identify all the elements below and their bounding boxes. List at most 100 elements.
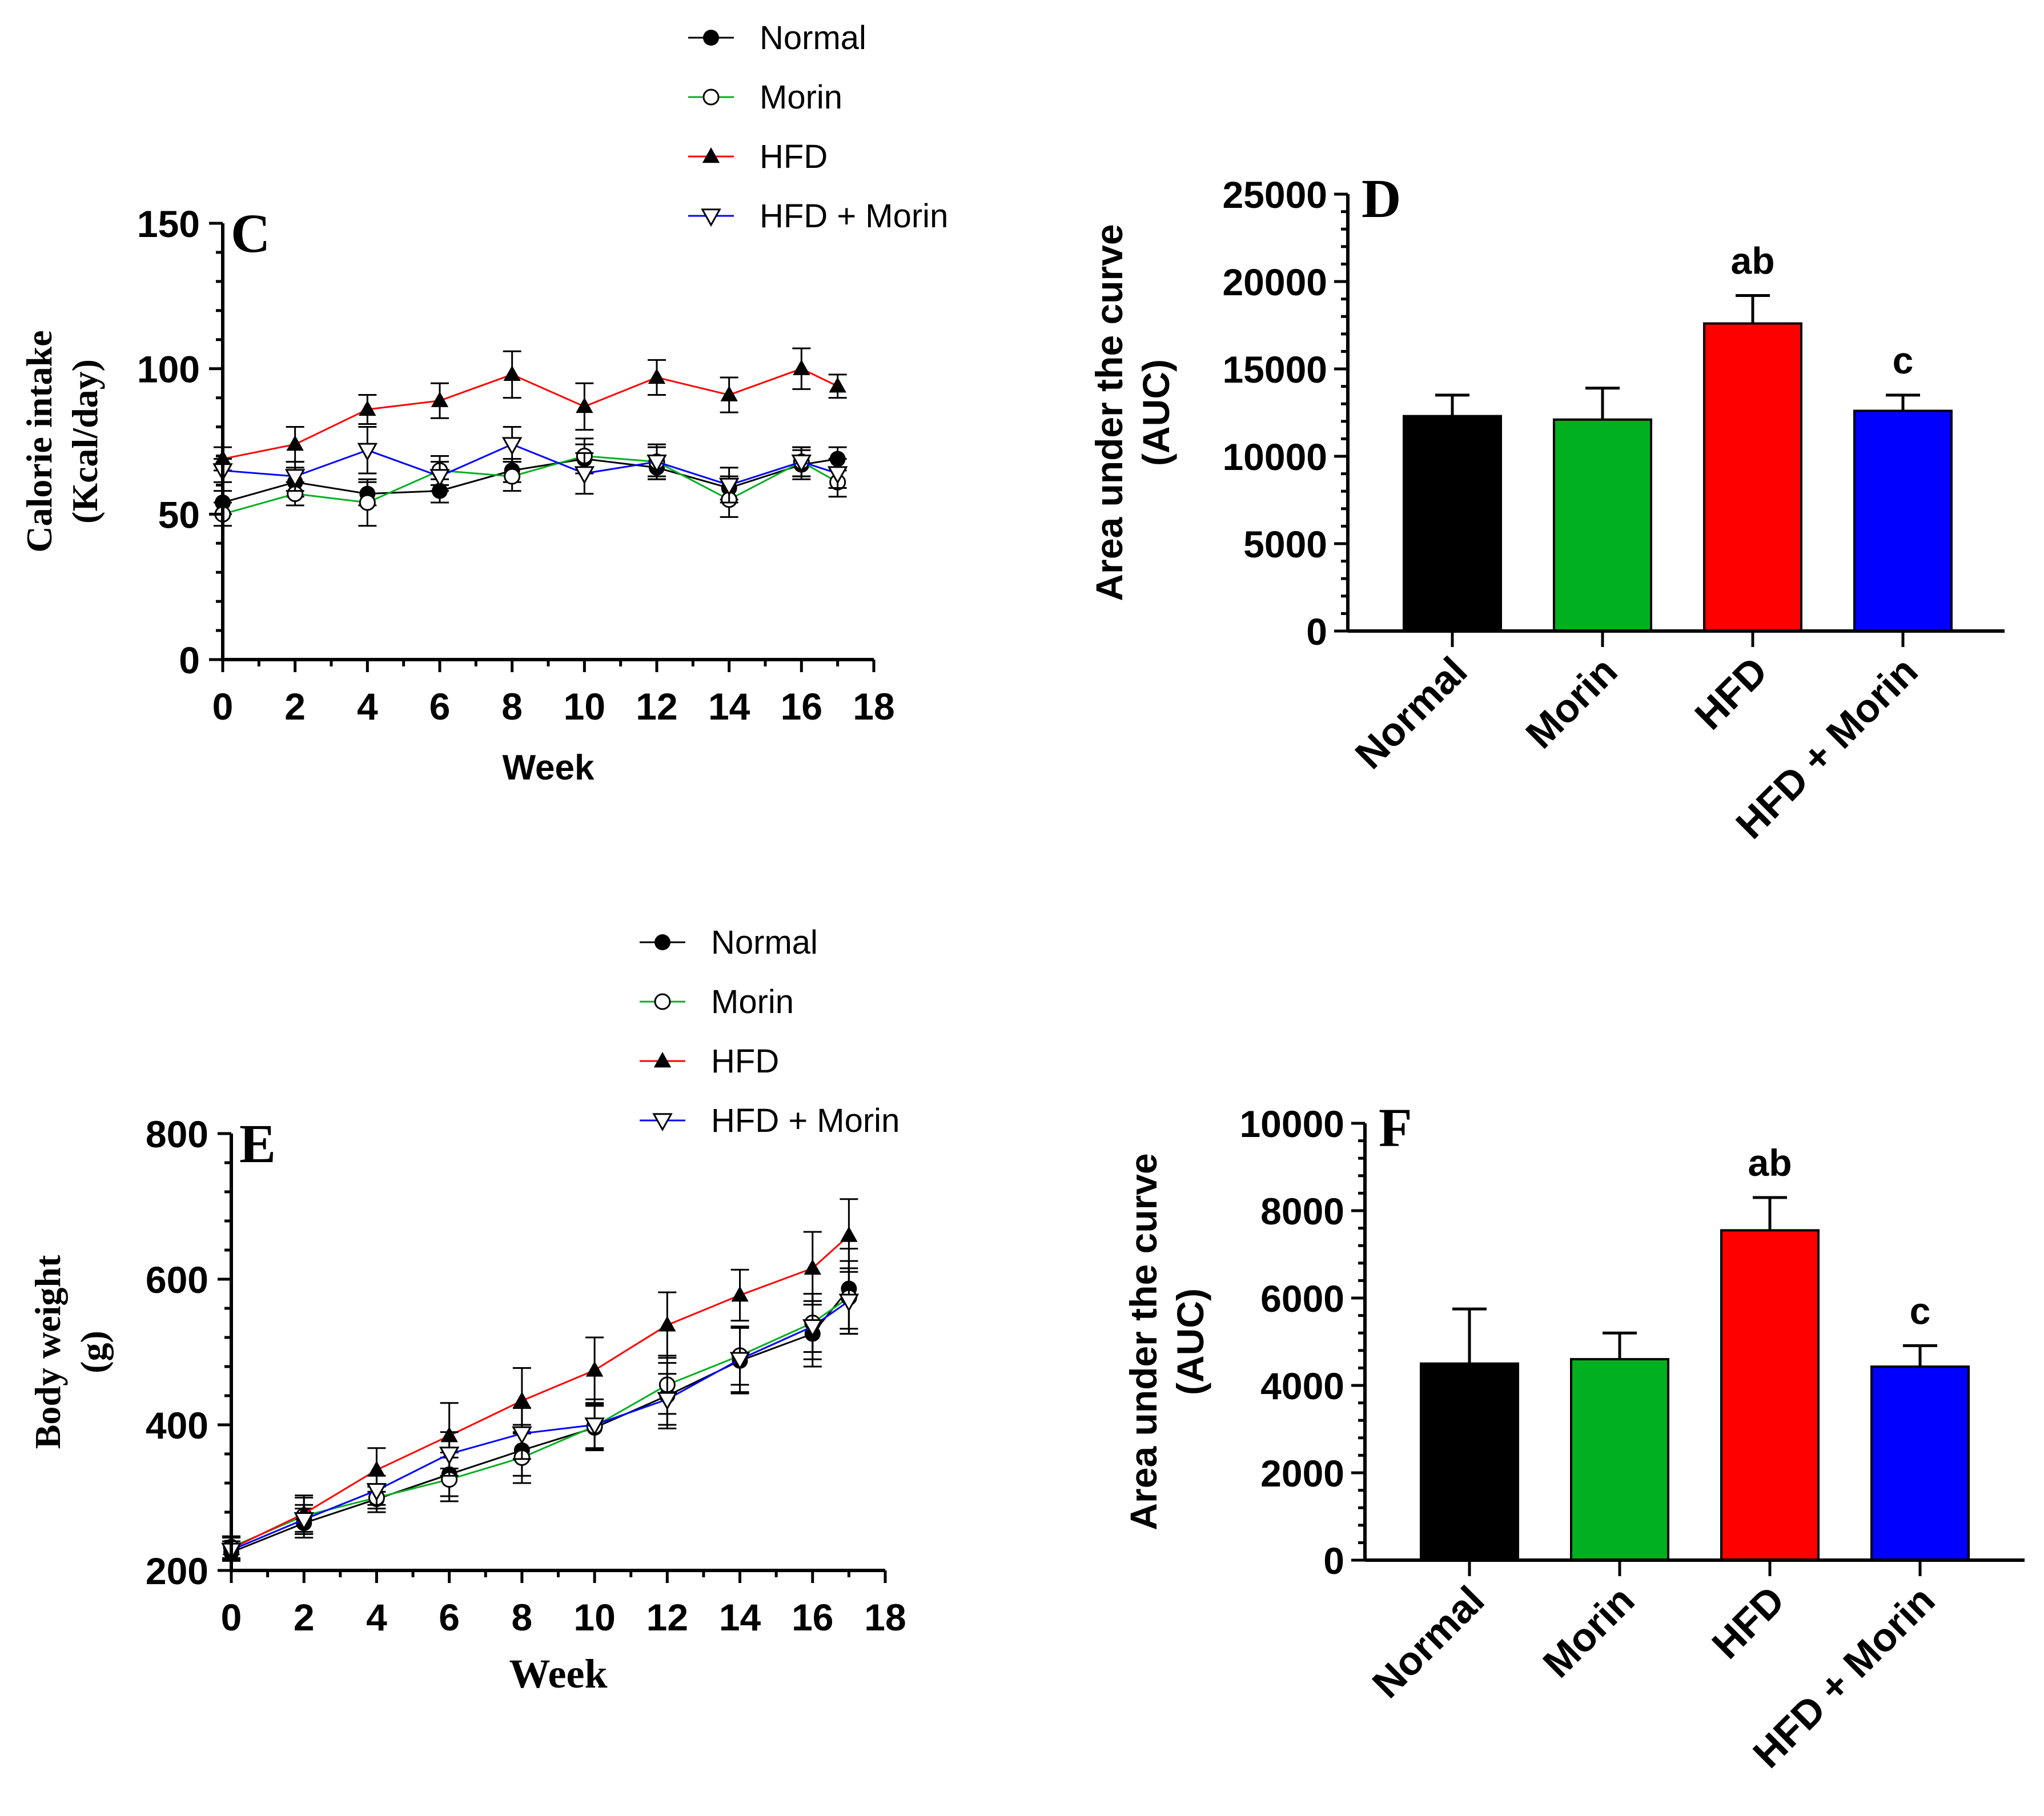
y-axis-label-line1: Area under the curve: [1088, 224, 1130, 601]
data-point: [720, 385, 738, 401]
data-point: [648, 368, 666, 384]
data-point: [840, 1226, 858, 1242]
legend-label: Morin: [711, 983, 794, 1021]
series-normal: [214, 443, 847, 515]
x-tick-label: 12: [636, 685, 677, 728]
category-label: HFD: [1686, 648, 1776, 738]
x-tick-label: 4: [366, 1596, 387, 1638]
y-axis-label: Body weight (g): [27, 1255, 114, 1449]
x-tick-label: 18: [864, 1596, 906, 1638]
x-tick-label: 16: [781, 685, 822, 728]
bar-group: ab HFD: [1686, 239, 1802, 738]
y-tick-label: 200: [146, 1550, 208, 1592]
legend-marker-triangle-up: [702, 147, 720, 163]
data-point: [829, 377, 846, 393]
legend-marker-circle-open: [702, 89, 720, 106]
category-label-text: Morin: [1517, 648, 1626, 757]
x-tick-label: 2: [284, 685, 306, 728]
significance-label: ab: [1730, 239, 1774, 282]
data-point: [658, 1316, 676, 1332]
x-tick-label: 16: [792, 1596, 833, 1638]
series-line: [222, 458, 838, 504]
axes-C: 0 2 4 6 8 10 12 14 16 18 0 50 100 150: [137, 203, 895, 728]
data-point: [439, 1447, 460, 1465]
category-label: Morin: [1535, 1577, 1643, 1686]
y-axis-label-line2: (AUC): [1169, 1288, 1211, 1395]
y-tick-label: 0: [1323, 1540, 1344, 1582]
data-point: [503, 365, 521, 381]
x-tick-label: 0: [212, 685, 234, 728]
significance-label: ab: [1748, 1142, 1792, 1184]
series-line: [222, 368, 838, 460]
legend-label: HFD + Morin: [760, 198, 948, 235]
legend-label: Normal: [711, 924, 818, 961]
data-point: [501, 437, 523, 456]
category-label: Morin: [1517, 648, 1626, 757]
data-point: [294, 1512, 314, 1530]
series-hfd: [222, 1198, 858, 1561]
axes-F: 0 2000 4000 6000 8000 10000: [1239, 1103, 2025, 1582]
legend-label: Normal: [760, 19, 866, 57]
data-point: [429, 469, 450, 488]
y-tick-label: 150: [137, 203, 200, 245]
data-point: [431, 391, 449, 407]
bar-group: Morin: [1535, 1331, 1669, 1686]
legend-marker-circle-filled: [703, 30, 719, 46]
y-tick-label: 400: [146, 1404, 208, 1447]
legend-marker-circle-open: [654, 993, 671, 1010]
bar: [1553, 418, 1652, 632]
x-tick-label: 10: [573, 1596, 615, 1638]
bar: [1570, 1358, 1669, 1562]
bar: [1703, 322, 1802, 632]
category-label-text: Normal: [1347, 648, 1476, 777]
x-tick-label: 8: [512, 1596, 533, 1638]
data-point: [357, 443, 378, 461]
y-tick-label: 50: [158, 493, 200, 536]
y-tick-label: 5000: [1243, 523, 1327, 565]
series-line: [222, 443, 838, 486]
y-axis-label-line1: Area under the curve: [1122, 1153, 1164, 1530]
x-tick-label: 14: [719, 1596, 761, 1638]
y-axis-label-line1: Body weight: [27, 1255, 68, 1449]
y-tick-label: 10000: [1222, 436, 1327, 478]
panel-label: C: [231, 203, 270, 264]
data-point: [584, 1417, 605, 1436]
y-axis-label-line2: (Kcal/day): [65, 359, 105, 524]
data-point: [804, 1259, 821, 1275]
legend-C: Normal Morin HFD HFD + Morin: [688, 19, 948, 235]
y-tick-label: 4000: [1260, 1365, 1344, 1407]
x-tick-label: 8: [501, 685, 523, 728]
legend-label: Morin: [760, 79, 842, 116]
category-label-text: HFD: [1686, 648, 1776, 738]
legend-E: Normal Morin HFD HFD + Morin: [640, 924, 899, 1139]
y-tick-label: 15000: [1222, 348, 1327, 391]
legend-marker-triangle-down: [701, 208, 721, 227]
data-point: [284, 469, 306, 488]
data-point: [512, 1426, 532, 1445]
series-hfdmorin: [221, 1267, 860, 1561]
bar: [1720, 1229, 1820, 1562]
data-point: [827, 466, 848, 485]
data-point: [729, 1352, 750, 1371]
panel-label: E: [239, 1113, 276, 1174]
x-tick-label: 4: [357, 685, 378, 728]
series-line: [231, 1235, 850, 1550]
category-label-text: HFD: [1704, 1577, 1793, 1667]
data-point: [646, 454, 667, 473]
panel-C: Normal Morin HFD HFD + Morin 0 2 4 6 8 10 12 14 16 18…: [19, 19, 948, 788]
x-tick-label: 6: [429, 685, 451, 728]
y-axis-label-line2: (g): [73, 1331, 114, 1373]
series-line: [231, 1300, 850, 1551]
category-label-text: Morin: [1535, 1577, 1643, 1686]
significance-label: c: [1910, 1289, 1931, 1332]
axes-D: 0 5000 10000 15000 20000 25000: [1222, 174, 2005, 653]
data-point: [802, 1319, 823, 1337]
category-label: Normal: [1347, 648, 1476, 777]
legend-label: HFD + Morin: [711, 1102, 899, 1139]
x-tick-label: 6: [439, 1596, 460, 1638]
y-tick-label: 0: [1306, 610, 1327, 653]
x-tick-label: 0: [221, 1596, 242, 1638]
category-label-text: Normal: [1364, 1577, 1493, 1706]
